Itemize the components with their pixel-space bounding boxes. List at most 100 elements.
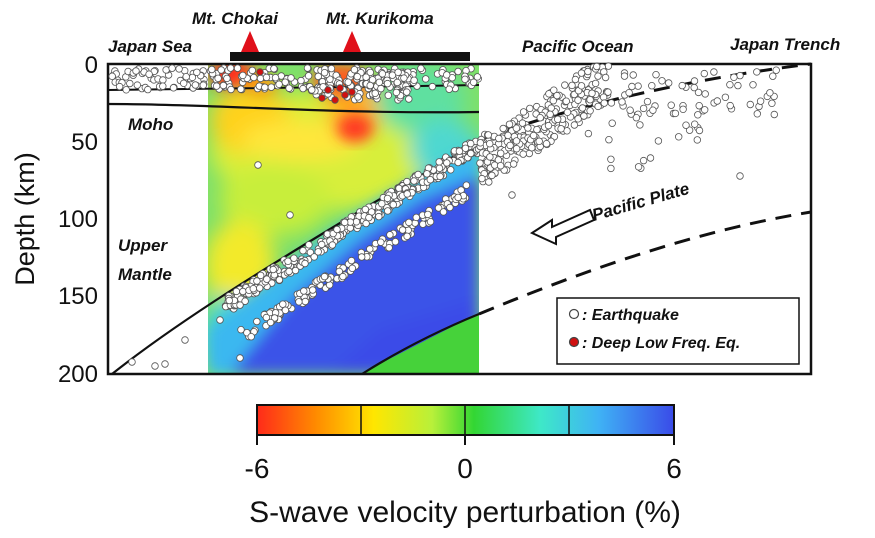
earthquake-marker xyxy=(455,147,464,155)
earthquake-marker xyxy=(353,72,361,81)
earthquake-marker xyxy=(422,75,430,83)
earthquake-marker xyxy=(300,287,308,295)
earthquake-marker xyxy=(287,74,295,82)
earthquake-marker xyxy=(371,89,379,97)
earthquake-marker xyxy=(410,177,418,185)
earthquake-marker xyxy=(504,131,512,140)
earthquake-marker xyxy=(447,166,455,174)
earthquake-marker xyxy=(181,336,189,344)
earthquake-marker xyxy=(700,69,708,78)
earthquake-marker xyxy=(495,134,503,143)
earthquake-marker xyxy=(303,64,312,72)
earthquake-marker xyxy=(403,88,411,96)
legend-dlfe-label: : Deep Low Freq. Eq. xyxy=(582,335,740,352)
y-tick-100: 100 xyxy=(58,206,98,233)
earthquake-marker xyxy=(563,108,572,116)
earthquake-marker xyxy=(434,204,443,212)
label-upper: Upper xyxy=(118,236,169,255)
earthquake-marker xyxy=(726,80,734,89)
earthquake-marker xyxy=(423,170,431,178)
earthquake-marker xyxy=(403,232,411,240)
earthquake-marker xyxy=(419,220,427,228)
earthquake-marker xyxy=(769,72,777,80)
earthquake-marker xyxy=(378,70,387,78)
earthquake-marker xyxy=(299,246,307,255)
earthquake-marker xyxy=(405,218,413,227)
colorbar: -6 0 6 S-wave velocity perturbation (%) xyxy=(245,404,682,529)
earthquake-marker xyxy=(512,137,521,145)
earthquake-marker xyxy=(308,86,316,94)
earthquake-marker xyxy=(654,137,663,145)
deep-low-frequency-markers xyxy=(256,68,356,104)
earthquake-marker xyxy=(508,191,516,199)
earthquake-marker xyxy=(499,124,507,133)
earthquake-marker xyxy=(327,64,336,73)
moho-line xyxy=(107,102,480,114)
earthquake-marker xyxy=(400,74,408,82)
volcano-marker-chokai xyxy=(241,31,259,52)
earthquake-marker xyxy=(354,93,362,101)
earthquake-marker xyxy=(299,84,307,93)
earthquake-marker xyxy=(547,104,555,112)
earthquake-marker xyxy=(476,139,485,147)
earthquake-marker xyxy=(161,360,169,368)
earthquake-marker xyxy=(671,109,680,118)
earthquake-marker xyxy=(366,81,374,90)
earthquake-marker xyxy=(188,73,197,82)
earthquake-marker xyxy=(290,254,298,262)
earthquake-marker xyxy=(297,76,305,85)
earthquake-marker xyxy=(588,89,596,97)
earthquake-marker xyxy=(701,106,709,114)
earthquake-legend-icon xyxy=(568,308,580,320)
earthquake-marker xyxy=(424,210,432,219)
earthquake-marker xyxy=(232,287,241,296)
earthquake-marker xyxy=(314,72,322,81)
earthquake-marker xyxy=(601,73,610,82)
earthquake-marker xyxy=(691,120,699,128)
earthquake-marker xyxy=(383,194,392,203)
earthquake-marker xyxy=(749,81,757,89)
earthquake-marker xyxy=(291,266,300,275)
earthquake-marker xyxy=(394,68,402,76)
earthquake-marker xyxy=(694,111,702,119)
earthquake-marker xyxy=(528,143,536,152)
earthquake-marker xyxy=(756,97,765,105)
earthquake-marker xyxy=(385,243,393,252)
earthquake-marker xyxy=(634,163,643,171)
deep-low-frequency-marker xyxy=(318,94,326,102)
earthquake-marker xyxy=(505,120,514,128)
earthquake-marker xyxy=(652,70,660,79)
earthquake-marker xyxy=(248,66,256,75)
earthquake-marker xyxy=(115,82,124,91)
earthquake-marker xyxy=(269,265,277,274)
earthquake-marker xyxy=(753,110,761,118)
earthquake-marker xyxy=(333,225,341,234)
earthquake-marker xyxy=(377,238,385,246)
y-tick-50: 50 xyxy=(71,129,98,156)
earthquake-marker xyxy=(649,106,657,114)
earthquake-marker xyxy=(497,149,505,157)
earthquake-marker xyxy=(386,231,394,239)
earthquake-marker xyxy=(122,86,130,94)
label-mt-kurikoma: Mt. Kurikoma xyxy=(326,9,434,28)
earthquake-marker xyxy=(350,65,359,74)
earthquake-marker xyxy=(159,76,167,84)
label-mantle: Mantle xyxy=(118,265,172,284)
earthquake-marker xyxy=(486,139,494,148)
earthquake-marker xyxy=(574,115,582,123)
earthquake-marker xyxy=(478,174,486,183)
earthquake-marker xyxy=(710,68,718,76)
earthquake-marker xyxy=(391,237,400,246)
earthquake-marker xyxy=(682,121,690,129)
earthquake-marker xyxy=(473,73,482,81)
legend-earthquake-label: : Earthquake xyxy=(582,307,679,324)
label-moho: Moho xyxy=(128,115,173,134)
earthquake-marker xyxy=(428,82,437,91)
earthquake-marker xyxy=(236,354,244,362)
earthquake-marker xyxy=(108,72,116,80)
earthquake-marker xyxy=(262,313,271,322)
earthquake-marker xyxy=(506,141,514,150)
earthquake-marker xyxy=(553,91,561,100)
earthquake-marker xyxy=(301,297,309,306)
